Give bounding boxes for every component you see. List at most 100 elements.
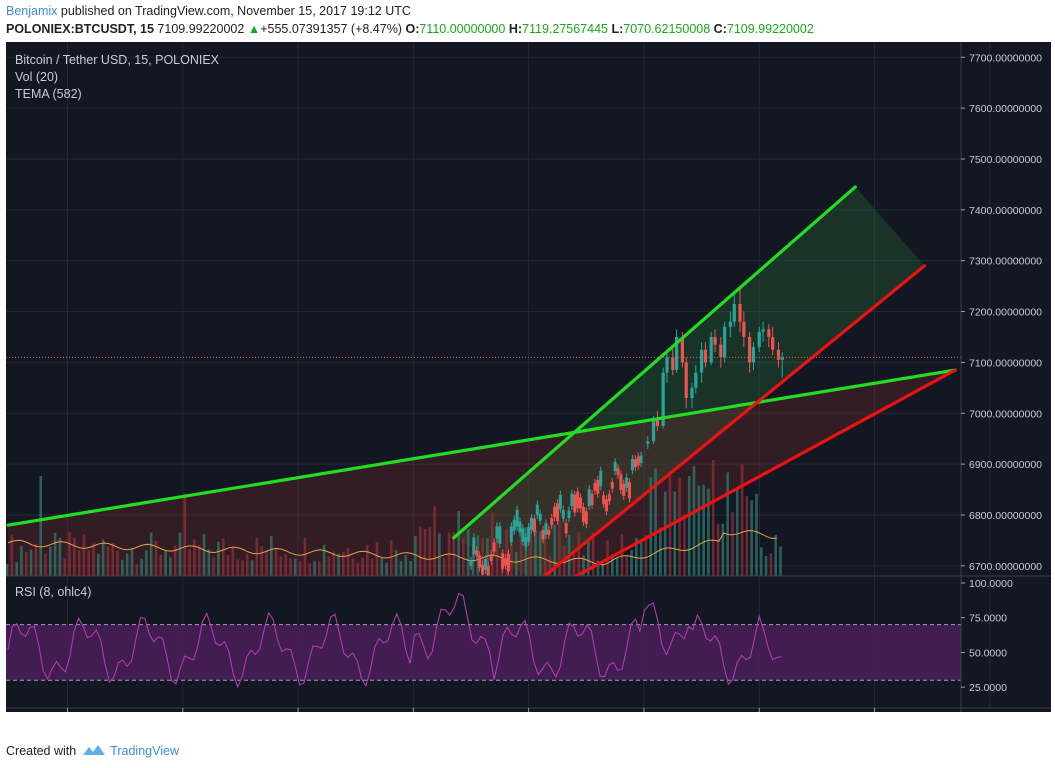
last-price: 7109.99220002: [157, 22, 245, 36]
candle-body: [751, 347, 756, 363]
volume-bar: [351, 558, 355, 576]
tradingview-logo-icon: [82, 743, 106, 760]
candle-body: [636, 456, 640, 466]
volume-bar: [418, 526, 422, 576]
candle-body: [469, 560, 473, 566]
volume-bar: [438, 533, 441, 576]
candle-body: [728, 321, 733, 327]
candle-body: [596, 479, 600, 494]
volume-bar: [241, 560, 244, 576]
trendlines[interactable]: [6, 42, 1051, 581]
candles: [469, 288, 784, 576]
volume-bar: [15, 562, 18, 576]
volume-bar: [207, 549, 211, 576]
volume-bar: [558, 520, 561, 576]
volume-bar: [101, 539, 105, 576]
volume-bar: [529, 519, 532, 576]
candle-body: [489, 553, 493, 562]
time-axis[interactable]: 06:0012:0018:001506:0012:0018:0016: [54, 708, 880, 712]
candle-body: [481, 564, 485, 575]
volume-bar: [284, 554, 287, 576]
candle-body: [581, 506, 585, 522]
candle-body: [518, 521, 522, 533]
volume-bar: [774, 534, 777, 576]
volume-bar: [221, 538, 225, 576]
volume-bar: [534, 529, 537, 576]
tradingview-link[interactable]: TradingView: [110, 743, 179, 758]
candle-body: [767, 329, 771, 337]
volume-bar: [250, 560, 254, 576]
chart-area[interactable]: 6700.00000000 6800.00000000 6900.00000000 7…: [6, 42, 1051, 712]
volume-bar: [29, 549, 33, 576]
volume-bar: [44, 553, 47, 576]
candle-body: [602, 495, 606, 505]
candle-body: [492, 542, 496, 552]
rsi-tick-label: 75.0000: [969, 613, 1007, 625]
publish-header: Benjamix published on TradingView.com, N…: [6, 4, 411, 18]
candle-body: [472, 537, 476, 555]
candle-body: [576, 491, 580, 509]
volume-bar: [73, 537, 76, 576]
volume-bar: [327, 556, 331, 576]
open-label: O:: [405, 22, 420, 36]
candle-body: [732, 303, 736, 322]
volume-bar: [548, 554, 552, 576]
rsi-axis[interactable]: 100.0000 75.0000 50.0000 25.0000: [961, 578, 1013, 694]
legend-rsi: RSI (8, ohlc4): [15, 585, 92, 599]
legend-title: Bitcoin / Tether USD, 15, POLONIEX: [15, 53, 220, 67]
volume-bar: [87, 550, 91, 576]
candle-body: [738, 303, 742, 322]
volume-bar: [514, 552, 518, 576]
volume-bar: [625, 555, 629, 576]
volume-bar: [654, 468, 657, 576]
volume-bar: [202, 534, 206, 576]
volume-bar: [553, 525, 556, 576]
volume-bar: [154, 540, 158, 576]
candle-body: [622, 483, 626, 496]
candle-body: [703, 349, 708, 363]
candle-body: [625, 477, 629, 488]
price-axis[interactable]: 6700.00000000 6800.00000000 6900.00000000 7…: [961, 52, 1042, 573]
candle-body: [486, 565, 490, 576]
chart-canvas[interactable]: 6700.00000000 6800.00000000 6900.00000000 7…: [6, 42, 1051, 712]
trendline: [573, 368, 957, 576]
volume-bar: [615, 557, 619, 576]
volume-bar: [611, 554, 614, 576]
candle-body: [498, 526, 502, 544]
volume-bar: [510, 534, 513, 576]
volume-bar: [755, 493, 758, 576]
low-label: L:: [611, 22, 624, 36]
candle-body: [709, 336, 713, 363]
legend-vol: Vol (20): [15, 70, 59, 84]
author-link[interactable]: Benjamix: [6, 4, 58, 18]
volume-bar: [361, 557, 364, 576]
volume-bar: [68, 532, 71, 576]
candle-body: [544, 523, 548, 535]
candle-body: [630, 459, 634, 471]
high-label: H:: [508, 22, 523, 36]
candle-body: [639, 455, 643, 463]
price-tick-label: 6900.00000000: [969, 459, 1042, 471]
volume-bar: [197, 544, 201, 576]
volume-bar: [380, 558, 384, 576]
candle-body: [530, 517, 534, 530]
volume-bar: [750, 500, 753, 576]
volume-bar: [48, 546, 52, 576]
candle-body: [607, 494, 611, 502]
volume-bar: [582, 555, 585, 576]
volume-bar: [620, 534, 624, 576]
candle-body: [535, 504, 539, 516]
volume-bar: [212, 557, 215, 576]
volume-bar: [740, 464, 744, 576]
candle-body: [761, 329, 765, 332]
volume-bar: [764, 555, 768, 576]
volume-bar: [769, 553, 773, 576]
volume-bar: [274, 548, 278, 576]
candle-body: [573, 494, 577, 513]
volume-bar: [687, 476, 691, 576]
volume-bar: [404, 555, 408, 576]
volume-bar: [716, 523, 720, 576]
candle-body: [713, 336, 717, 345]
rsi-tick-label: 100.0000: [969, 578, 1013, 590]
candle-body: [661, 372, 665, 426]
